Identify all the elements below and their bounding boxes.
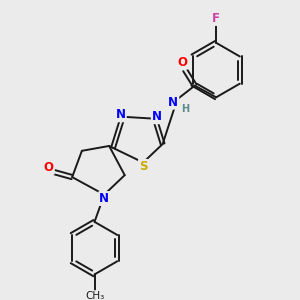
- Text: N: N: [168, 96, 178, 109]
- Text: N: N: [99, 192, 109, 205]
- Text: H: H: [181, 104, 189, 114]
- Text: N: N: [152, 110, 162, 123]
- Text: O: O: [177, 56, 187, 69]
- Text: CH₃: CH₃: [85, 291, 104, 300]
- Text: S: S: [139, 160, 147, 173]
- Text: F: F: [212, 12, 220, 25]
- Text: O: O: [44, 161, 54, 174]
- Text: N: N: [116, 108, 126, 121]
